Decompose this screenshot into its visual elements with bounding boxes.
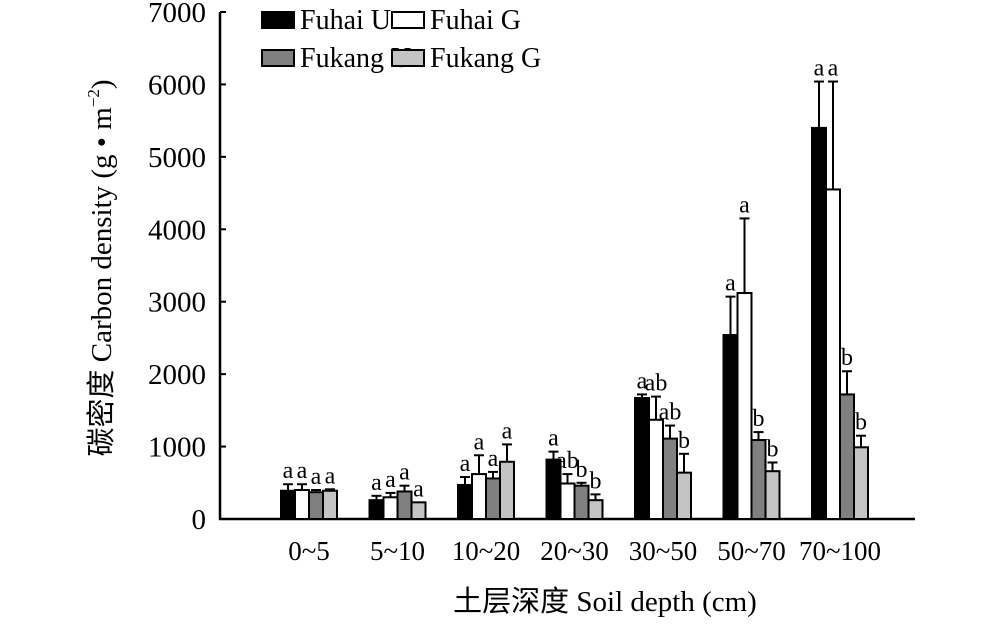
y-tick-label: 6000 (148, 69, 206, 101)
y-tick-label: 3000 (148, 287, 206, 319)
x-tick-label: 10~20 (452, 536, 521, 566)
significance-letter: a (739, 192, 750, 218)
significance-letter: a (399, 460, 410, 486)
bar (573, 484, 590, 521)
bar (382, 496, 399, 520)
y-axis-label-sup: −2 (84, 89, 103, 107)
bar (559, 482, 576, 521)
bar (722, 334, 739, 520)
significance-letter: b (841, 345, 853, 371)
bar (750, 439, 767, 520)
bar (485, 477, 501, 521)
x-tick-label: 20~30 (540, 536, 609, 566)
significance-letter: a (637, 368, 648, 394)
significance-letter: a (548, 426, 559, 452)
x-tick-label: 70~100 (799, 536, 881, 566)
y-tick-label: 0 (192, 504, 207, 536)
significance-letter: a (311, 464, 322, 490)
significance-letter: b (767, 437, 779, 463)
y-axis-label: 碳密度 Carbon density (g • m−2) (84, 79, 118, 456)
y-tick-label: 5000 (148, 142, 206, 174)
significance-letter: a (385, 467, 396, 493)
significance-letter: a (460, 451, 471, 477)
bar (457, 483, 473, 520)
significance-letter: a (297, 458, 308, 484)
y-axis-label-main: 碳密度 Carbon density (g • m (85, 107, 118, 457)
bar (839, 393, 855, 520)
significance-letter: b (590, 468, 602, 494)
significance-letter: ab (659, 400, 682, 426)
legend-label: Fukang G (430, 43, 541, 74)
significance-letter: b (753, 406, 765, 432)
bar (853, 446, 869, 520)
significance-letter: a (502, 418, 513, 444)
bar (396, 490, 413, 520)
bar (294, 489, 310, 520)
significance-letter: a (725, 271, 736, 297)
significance-letter: ab (645, 371, 668, 397)
axes: 0 1000 2000 3000 4000 5000 6000 7000 0~5 5~10 10~2… (148, 0, 915, 566)
y-tick-label: 2000 (148, 359, 206, 391)
legend-label: Fuhai U (300, 5, 391, 36)
significance-letter: b (678, 428, 690, 454)
bar (648, 418, 664, 520)
bar (825, 188, 841, 520)
y-tick-label: 7000 (148, 0, 206, 29)
bar (280, 489, 296, 521)
x-tick-label: 50~70 (717, 536, 786, 566)
x-axis-label: 土层深度 Soil depth (cm) (453, 585, 757, 618)
x-tick-label: 0~5 (288, 536, 330, 566)
bar (736, 292, 753, 520)
bar (662, 437, 678, 520)
y-tick-label: 4000 (148, 214, 206, 246)
bar (308, 491, 324, 520)
x-tick-label: 30~50 (629, 536, 698, 566)
legend-swatch (391, 11, 425, 29)
legend-swatch (391, 49, 425, 67)
significance-letter: ab (556, 448, 579, 474)
bar (587, 499, 604, 521)
y-tick-label: 1000 (148, 432, 206, 464)
legend-swatch (261, 49, 295, 67)
significance-letter: a (371, 470, 382, 496)
bar (410, 501, 427, 521)
bar (764, 470, 781, 520)
x-tick-label: 5~10 (370, 536, 425, 566)
significance-letter: a (828, 56, 839, 82)
bar (676, 471, 692, 521)
bar (811, 126, 827, 520)
significance-letter: a (474, 429, 485, 455)
significance-letter: a (325, 463, 336, 489)
bar (499, 460, 515, 521)
bar (322, 489, 338, 521)
bar (471, 473, 487, 521)
significance-letter: b (576, 457, 588, 483)
significance-letter: a (413, 476, 424, 502)
bar (634, 397, 650, 520)
significance-letter: b (855, 410, 867, 436)
y-axis-label-close: ) (86, 79, 118, 89)
significance-letter: a (283, 458, 294, 484)
legend-label: Fuhai G (430, 5, 521, 36)
significance-letter: a (814, 56, 825, 82)
bar (368, 499, 385, 521)
significance-letter: a (488, 446, 499, 472)
legend-swatch (261, 11, 295, 29)
